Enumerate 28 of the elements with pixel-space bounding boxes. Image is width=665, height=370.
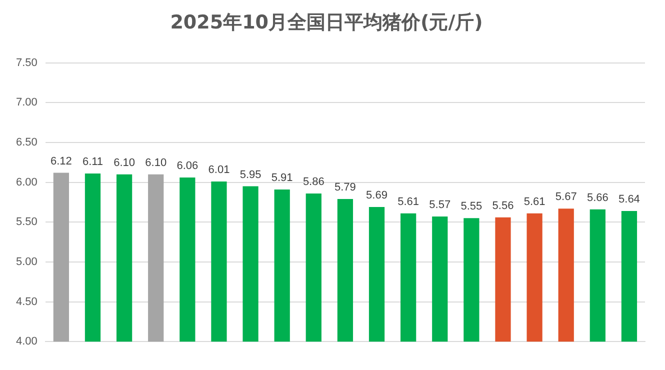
data-label: 5.55 xyxy=(460,200,482,213)
y-tick-label: 4.00 xyxy=(16,336,38,348)
data-label: 5.57 xyxy=(429,199,451,212)
data-label: 5.79 xyxy=(334,182,356,194)
data-label: 5.61 xyxy=(398,196,420,208)
y-tick-label: 7.50 xyxy=(16,56,38,69)
data-label: 6.01 xyxy=(208,164,230,176)
data-label: 5.91 xyxy=(271,172,293,184)
data-label: 6.10 xyxy=(145,156,167,169)
data-label: 5.86 xyxy=(302,176,324,188)
y-tick-label: 7.00 xyxy=(16,96,38,109)
data-label: 6.11 xyxy=(82,156,104,168)
data-label: 6.06 xyxy=(176,160,198,172)
y-tick-label: 6.00 xyxy=(16,176,38,188)
y-tick-label: 5.00 xyxy=(16,256,38,268)
data-label: 6.10 xyxy=(114,156,136,169)
chart-title: 2025年10月全国日平均猪价(元/斤) xyxy=(170,11,483,34)
data-label: 5.61 xyxy=(524,196,546,208)
data-label: 5.67 xyxy=(555,191,577,204)
data-label: 5.56 xyxy=(492,200,514,212)
data-label: 6.12 xyxy=(50,155,72,168)
data-label: 5.66 xyxy=(586,192,608,204)
data-label: 5.95 xyxy=(240,168,262,181)
y-tick-label: 6.50 xyxy=(16,136,38,148)
y-tick-label: 4.50 xyxy=(16,296,38,308)
y-tick-label: 5.50 xyxy=(16,216,38,228)
data-label: 5.64 xyxy=(618,193,640,206)
data-label: 5.69 xyxy=(366,190,388,202)
